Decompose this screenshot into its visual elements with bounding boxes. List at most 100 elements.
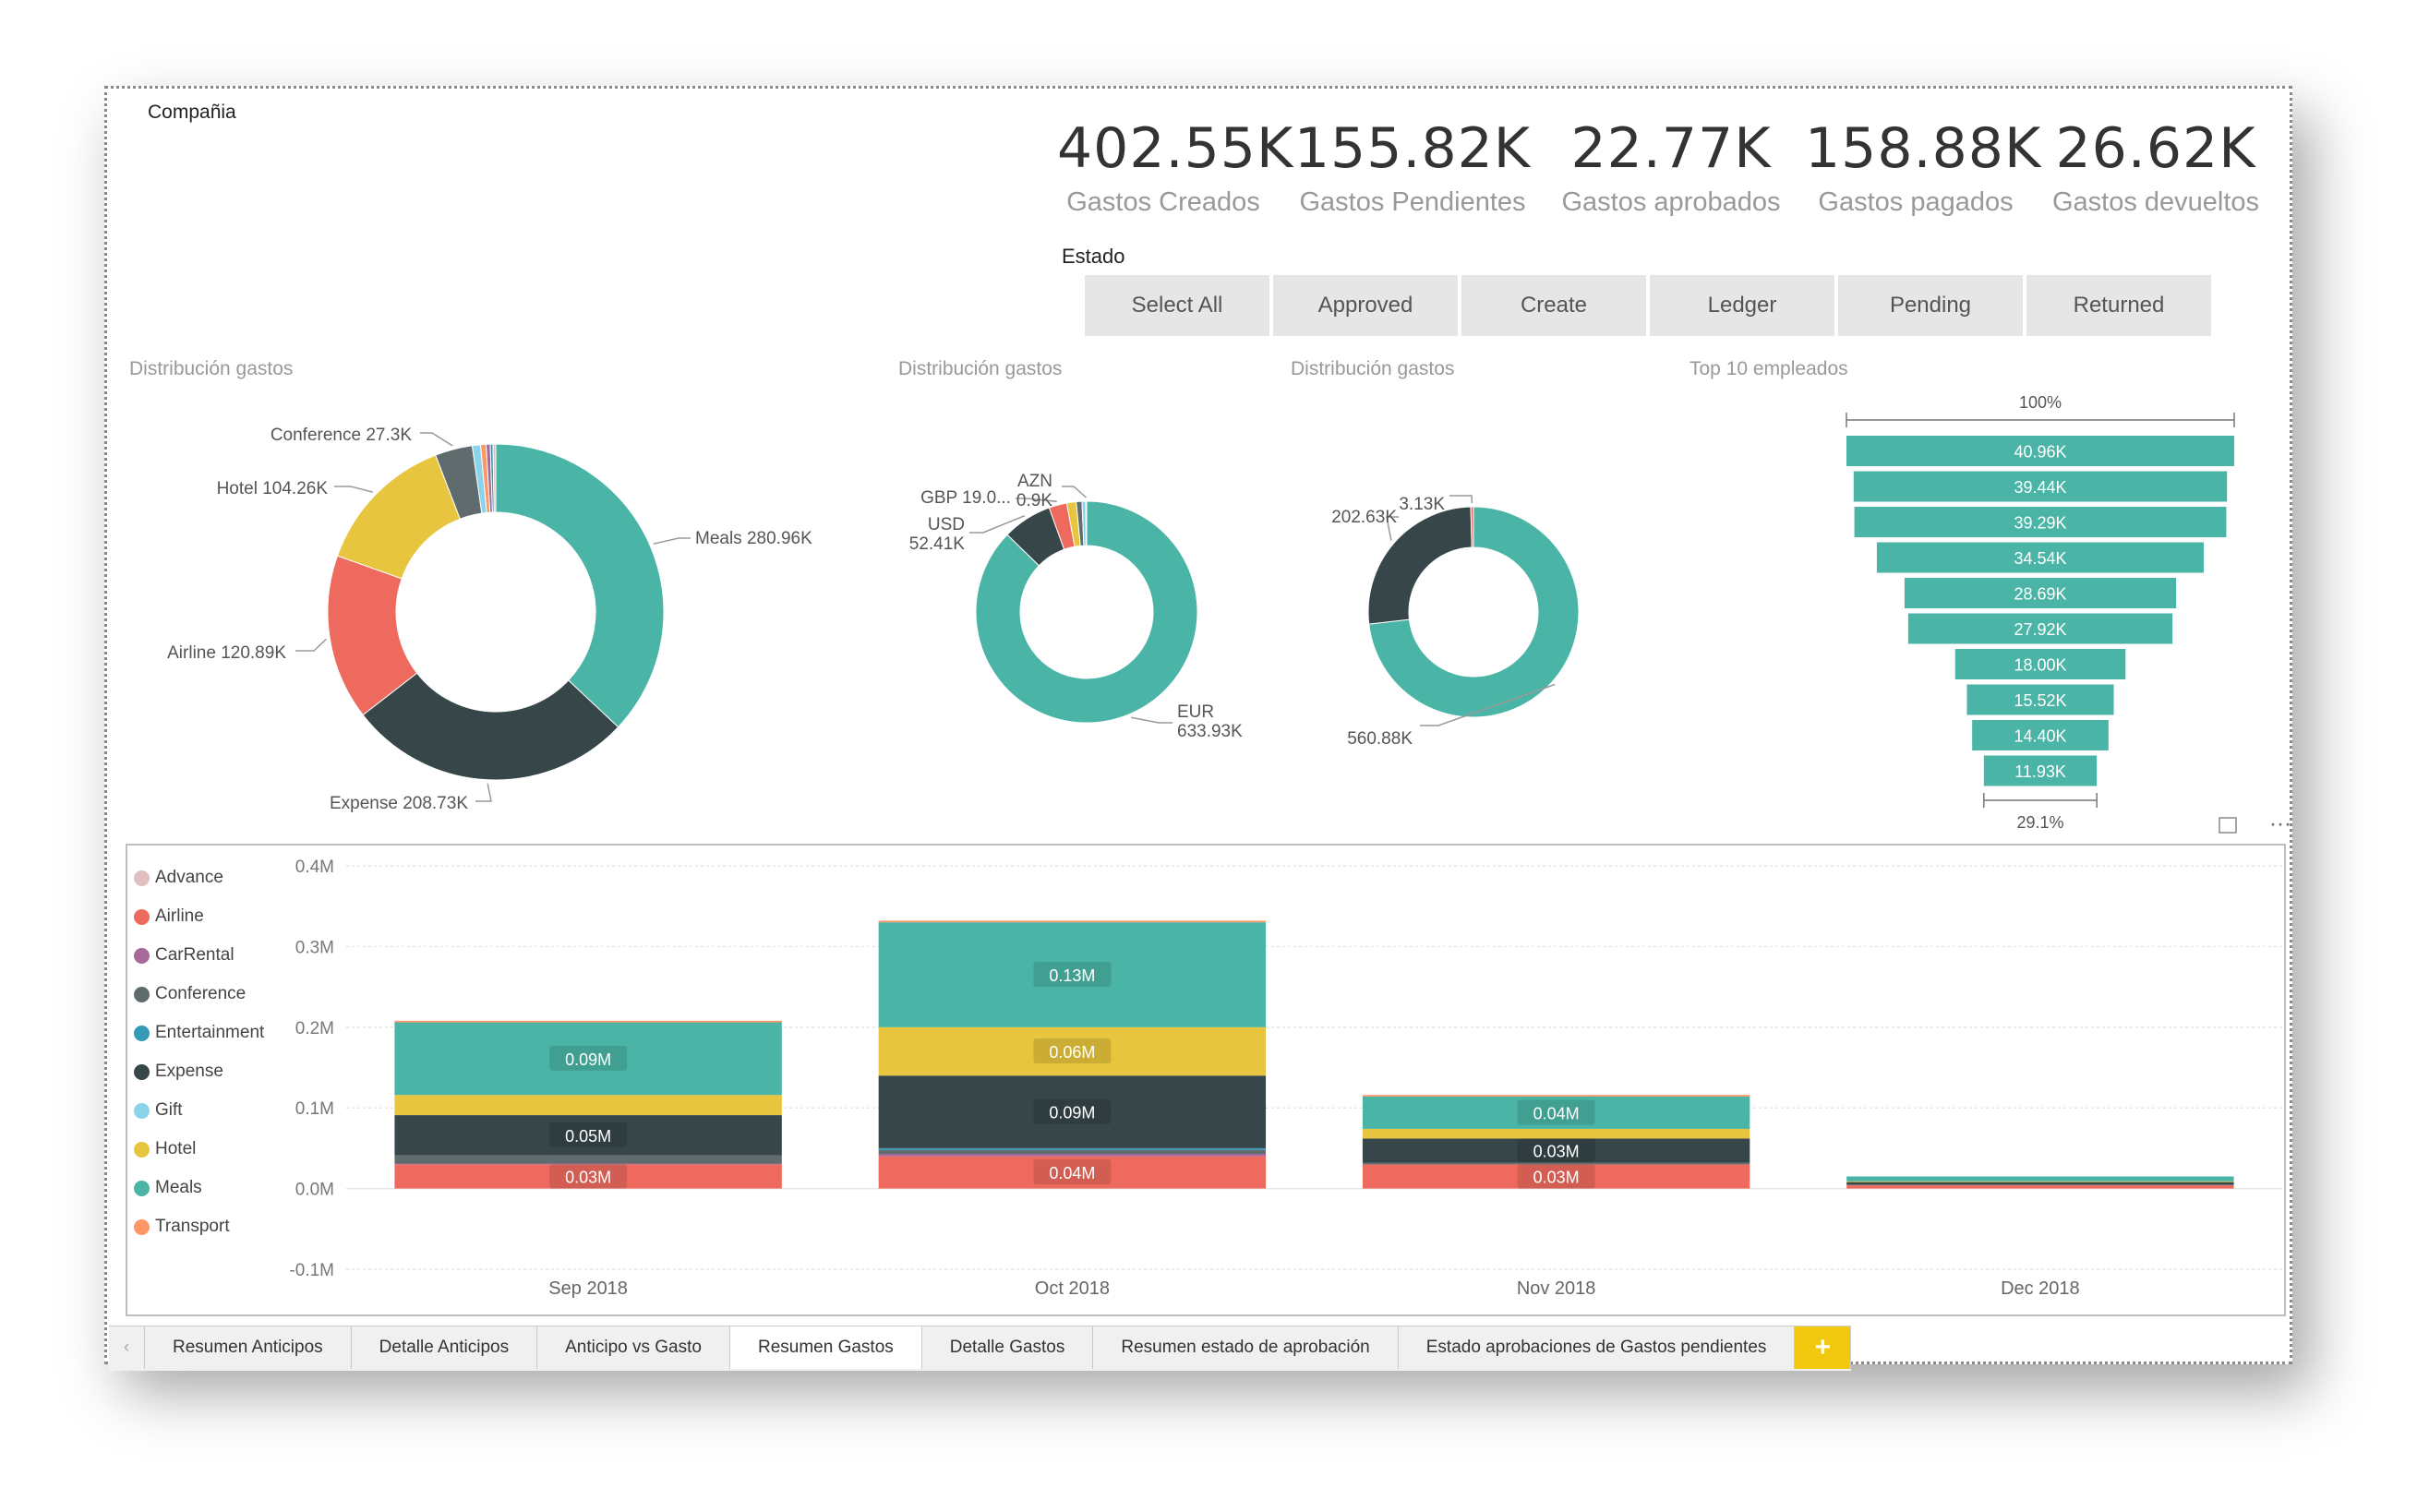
bar-segment-airline[interactable]: [1846, 1185, 2234, 1189]
tabs-scroll-left-icon[interactable]: ‹: [109, 1326, 145, 1369]
donut2-data-label: EUR: [1177, 702, 1214, 722]
bar-segment-expense[interactable]: [394, 1115, 782, 1156]
donut3-slice-b[interactable]: [1367, 506, 1473, 625]
bar-segment-carrental[interactable]: [878, 1154, 1267, 1157]
data-label-background: [1517, 1099, 1595, 1125]
funnel-bar[interactable]: [1876, 542, 2205, 573]
legend-item-conference[interactable]: Conference: [134, 975, 264, 1014]
donut1-slice-hotel[interactable]: [336, 454, 461, 580]
legend-item-transport[interactable]: Transport: [134, 1207, 264, 1246]
bar-segment-hotel[interactable]: [394, 1095, 782, 1116]
funnel-bar-label: 40.96K: [2014, 443, 2066, 462]
donut1-slice-advance[interactable]: [492, 443, 497, 513]
tab-detalle-gastos[interactable]: Detalle Gastos: [922, 1326, 1094, 1369]
donut1-leader-line: [475, 783, 492, 802]
bar-segment-transport[interactable]: [878, 920, 1267, 923]
bar-segment-airline[interactable]: [1362, 1164, 1750, 1189]
y-tick-label: 0.0M: [295, 1181, 334, 1200]
bar-data-label: 0.06M: [1049, 1043, 1095, 1062]
filter-select-all-button[interactable]: Select All: [1085, 275, 1269, 336]
bar-segment-expense[interactable]: [1846, 1182, 2234, 1185]
legend-item-entertainment[interactable]: Entertainment: [134, 1014, 264, 1052]
donut2-slice-eur[interactable]: [975, 500, 1198, 724]
funnel-bar[interactable]: [1904, 578, 2177, 608]
funnel-bar[interactable]: [1854, 507, 2227, 537]
donut1-title: Distribución gastos: [129, 358, 294, 379]
kpi-label: Gastos aprobados: [1561, 187, 1781, 217]
bar-segment-airline[interactable]: [394, 1164, 782, 1189]
legend-item-gift[interactable]: Gift: [134, 1091, 264, 1130]
funnel-bar[interactable]: [1853, 471, 2228, 502]
filter-ledger-button[interactable]: Ledger: [1650, 275, 1834, 336]
legend-swatch: [134, 870, 150, 886]
more-options-icon[interactable]: ···: [2269, 811, 2291, 836]
legend-item-airline[interactable]: Airline: [134, 897, 264, 936]
bar-segment-meals[interactable]: [1362, 1096, 1750, 1129]
legend-item-expense[interactable]: Expense: [134, 1052, 264, 1091]
filter-approved-button[interactable]: Approved: [1273, 275, 1458, 336]
bar-segment-transport[interactable]: [394, 1020, 782, 1023]
funnel-bottom-label: 29.1%: [2016, 813, 2063, 832]
tab-resumen-gastos[interactable]: Resumen Gastos: [729, 1326, 922, 1369]
legend-item-advance[interactable]: Advance: [134, 858, 264, 897]
tab-anticipo-vs-gasto[interactable]: Anticipo vs Gasto: [537, 1326, 730, 1369]
tab-resumen-estado-aprobacion[interactable]: Resumen estado de aprobación: [1093, 1326, 1399, 1369]
filter-create-button[interactable]: Create: [1461, 275, 1646, 336]
funnel-bar-label: 28.69K: [2014, 585, 2066, 604]
bar-segment-carrental[interactable]: [394, 1163, 782, 1165]
filter-pending-button[interactable]: Pending: [1838, 275, 2023, 336]
company-slicer-label[interactable]: Compañia: [148, 102, 236, 123]
bar-segment-entertainment[interactable]: [878, 1147, 1267, 1150]
legend-item-hotel[interactable]: Hotel: [134, 1130, 264, 1169]
bar-data-label: 0.05M: [565, 1127, 611, 1146]
donut1-slice-meals[interactable]: [495, 443, 665, 728]
data-label-background: [1033, 961, 1112, 987]
x-tick-label: Dec 2018: [2001, 1278, 2080, 1299]
funnel-bar[interactable]: [1954, 649, 2126, 679]
tab-estado-aprobaciones-pendientes[interactable]: Estado aprobaciones de Gastos pendientes: [1399, 1326, 1796, 1369]
funnel-bar[interactable]: [1907, 613, 2173, 644]
donut3-slice-c[interactable]: [1470, 506, 1474, 548]
add-page-button[interactable]: +: [1795, 1326, 1852, 1369]
bar-segment-transport[interactable]: [1362, 1095, 1750, 1097]
donut3-slice-a[interactable]: [1368, 506, 1580, 718]
donut1-leader-line: [420, 432, 453, 447]
bar-segment-airline[interactable]: [878, 1156, 1267, 1189]
donut1-data-label: Conference 27.3K: [271, 426, 412, 445]
legend-label: Entertainment: [155, 1023, 265, 1042]
data-label-background: [1033, 1038, 1112, 1064]
bar-segment-expense[interactable]: [878, 1075, 1267, 1148]
bar-segment-hotel[interactable]: [878, 1026, 1267, 1076]
funnel-bar[interactable]: [1846, 436, 2234, 466]
bar-segment-hotel[interactable]: [1362, 1128, 1750, 1139]
y-tick-label: -0.1M: [289, 1261, 334, 1280]
funnel-bar[interactable]: [1972, 720, 2109, 750]
bar-segment-conference[interactable]: [1846, 1184, 2234, 1186]
bar-segment-meals[interactable]: [1846, 1176, 2234, 1182]
x-tick-label: Oct 2018: [1035, 1278, 1110, 1299]
funnel-bar[interactable]: [1966, 684, 2114, 715]
funnel-bar-label: 39.29K: [2014, 514, 2066, 533]
filter-returned-button[interactable]: Returned: [2026, 275, 2211, 336]
bar-chart-legend[interactable]: Advance Airline CarRental Conference Enterta…: [134, 858, 264, 1246]
focus-mode-icon[interactable]: [2219, 817, 2237, 834]
kpi-label: Gastos Pendientes: [1299, 187, 1526, 217]
funnel-title: Top 10 empleados: [1689, 358, 1848, 379]
data-label-background: [1033, 1098, 1112, 1124]
tab-detalle-anticipos[interactable]: Detalle Anticipos: [352, 1326, 538, 1369]
donut2-slice-azn[interactable]: [1085, 500, 1088, 546]
bar-segment-meals[interactable]: [394, 1022, 782, 1096]
tab-resumen-anticipos[interactable]: Resumen Anticipos: [145, 1326, 352, 1369]
bar-segment-expense[interactable]: [1362, 1138, 1750, 1163]
funnel-bar[interactable]: [1983, 755, 2098, 786]
bar-segment-meals[interactable]: [878, 922, 1267, 1027]
donut2-leader-line: [1016, 498, 1057, 503]
donut1-slice-expense[interactable]: [362, 672, 619, 781]
bar-data-label: 0.04M: [1049, 1164, 1095, 1182]
legend-item-carrental[interactable]: CarRental: [134, 936, 264, 975]
bar-segment-conference[interactable]: [878, 1149, 1267, 1155]
donut2-data-label: 0.9K: [1016, 491, 1052, 510]
bar-segment-conference[interactable]: [1362, 1162, 1750, 1165]
bar-segment-conference[interactable]: [394, 1155, 782, 1164]
legend-item-meals[interactable]: Meals: [134, 1169, 264, 1207]
